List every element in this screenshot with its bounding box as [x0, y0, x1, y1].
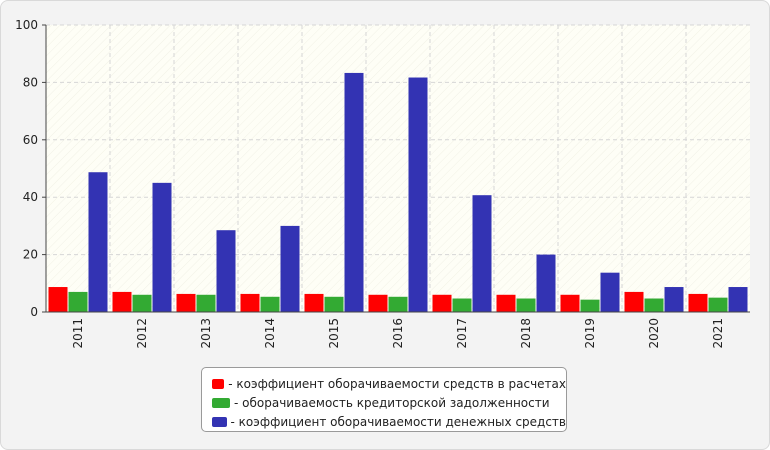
y-tick-label: 100	[15, 18, 38, 32]
bar-2016-series-2	[388, 296, 408, 312]
legend-label: - коэффициент оборачиваемости денежных с…	[230, 414, 567, 429]
bar-2020-series-3	[664, 287, 684, 312]
x-tick-label: 2015	[327, 318, 341, 349]
bar-2014-series-1	[240, 293, 260, 312]
x-tick-label: 2016	[391, 318, 405, 349]
bar-2020-series-1	[624, 291, 644, 312]
bar-2012-series-1	[112, 291, 132, 312]
bar-2017-series-2	[452, 298, 472, 312]
x-tick-label: 2021	[711, 318, 725, 349]
bar-2021-series-2	[708, 297, 728, 312]
bar-2019-series-2	[580, 299, 600, 312]
legend-label: - оборачиваемость кредиторской задолженн…	[234, 395, 550, 410]
legend-swatch-green	[212, 397, 230, 408]
bar-2014-series-2	[260, 296, 280, 312]
bar-2013-series-2	[196, 294, 216, 312]
bar-2021-series-3	[728, 287, 748, 312]
bar-2018-series-2	[516, 298, 536, 312]
x-axis-ticks: 2011 2012 2013 2014 2015 2016 2017 2018 2019 2020…	[71, 318, 725, 349]
y-tick-label: 20	[23, 248, 38, 262]
bar-2012-series-3	[152, 182, 172, 312]
bar-2016-series-1	[368, 294, 388, 312]
bar-2018-series-3	[536, 254, 556, 312]
x-tick-label: 2011	[71, 318, 85, 349]
bar-2016-series-3	[408, 77, 428, 312]
y-tick-label: 60	[23, 133, 38, 147]
legend-label: - коэффициент оборачиваемости средств в …	[228, 376, 566, 391]
y-tick-label: 40	[23, 190, 38, 204]
bars	[48, 72, 748, 312]
plot-area	[46, 25, 750, 312]
bar-2020-series-2	[644, 298, 664, 312]
legend: - коэффициент оборачиваемости средств в …	[201, 367, 567, 432]
bar-2021-series-1	[688, 293, 708, 312]
bar-2014-series-3	[280, 225, 300, 312]
bar-2012-series-2	[132, 294, 152, 312]
gridlines	[46, 24, 750, 312]
legend-item-cash-turnover: - коэффициент оборачиваемости денежных с…	[212, 412, 566, 431]
x-tick-label: 2019	[583, 318, 597, 349]
x-tick-label: 2014	[263, 318, 277, 349]
bar-2015-series-2	[324, 296, 344, 312]
bar-2011-series-2	[68, 291, 88, 312]
bar-2011-series-3	[88, 172, 108, 312]
y-tick-label: 80	[23, 75, 38, 89]
x-tick-label: 2013	[199, 318, 213, 349]
bar-2015-series-3	[344, 72, 364, 312]
bar-2017-series-3	[472, 195, 492, 312]
x-tick-label: 2020	[647, 318, 661, 349]
bar-2015-series-1	[304, 293, 324, 312]
legend-swatch-red	[212, 378, 225, 389]
bar-2013-series-3	[216, 230, 236, 312]
bar-2017-series-1	[432, 294, 452, 312]
legend-item-receivables-turnover: - коэффициент оборачиваемости средств в …	[212, 374, 566, 393]
y-axis-ticks: 0 20 40 60 80 100	[15, 18, 46, 319]
bar-2011-series-1	[48, 287, 68, 312]
legend-item-payables-turnover: - оборачиваемость кредиторской задолженн…	[212, 393, 566, 412]
bar-2019-series-3	[600, 272, 620, 312]
bar-2019-series-1	[560, 294, 580, 312]
x-tick-label: 2018	[519, 318, 533, 349]
y-tick-label: 0	[30, 305, 38, 319]
x-tick-label: 2012	[135, 318, 149, 349]
bar-2013-series-1	[176, 293, 196, 312]
bar-2018-series-1	[496, 294, 516, 312]
x-tick-label: 2017	[455, 318, 469, 349]
axes	[45, 25, 750, 313]
legend-swatch-blue	[212, 416, 227, 427]
